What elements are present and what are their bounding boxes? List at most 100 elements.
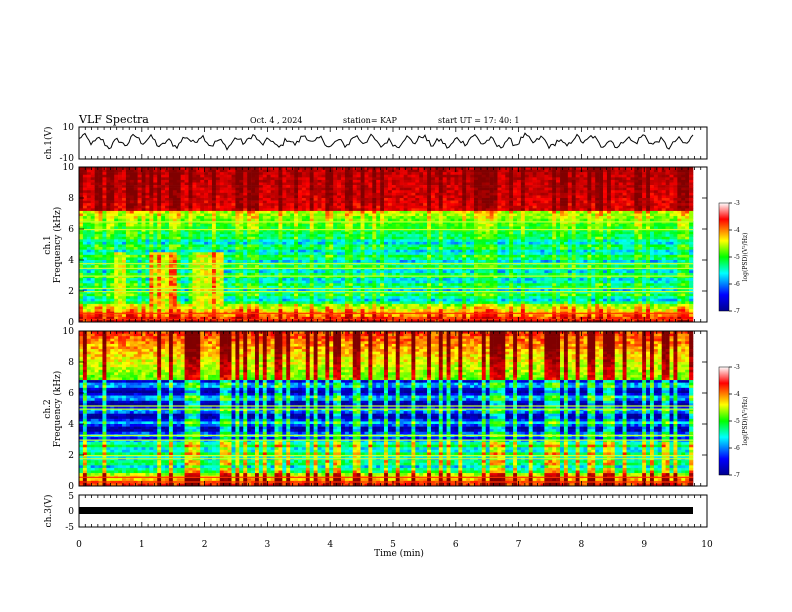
spectrogram-cell bbox=[270, 182, 275, 186]
spectrogram-cell bbox=[114, 229, 119, 232]
spectrogram-cell bbox=[122, 229, 127, 232]
spectrogram-cell bbox=[137, 190, 142, 194]
spectrogram-cell bbox=[341, 278, 346, 281]
spectrogram-cell bbox=[239, 179, 244, 183]
spectrogram-cell bbox=[168, 252, 174, 256]
spectrogram-cell bbox=[247, 280, 252, 284]
spectrogram-cell bbox=[231, 260, 236, 263]
spectrogram-cell bbox=[395, 303, 400, 307]
spectrogram-cell bbox=[184, 182, 189, 186]
spectrogram-cell bbox=[309, 288, 314, 292]
spectrogram-cell bbox=[360, 200, 365, 204]
spectrogram-cell bbox=[243, 234, 248, 238]
spectrogram-cell bbox=[305, 306, 311, 310]
spectrogram-cell bbox=[341, 267, 346, 271]
spectrogram-cell bbox=[129, 316, 135, 320]
spectrogram-cell bbox=[196, 283, 201, 287]
spectrogram-cell bbox=[251, 177, 256, 181]
spectrogram-cell bbox=[211, 210, 217, 214]
spectrogram-cell bbox=[262, 185, 268, 188]
spectrogram-cell bbox=[114, 231, 119, 235]
spectrogram-cell bbox=[145, 270, 150, 274]
spectrogram-cell bbox=[118, 265, 123, 269]
spectrogram-cell bbox=[341, 179, 346, 183]
spectrogram-cell bbox=[196, 210, 201, 214]
spectrogram-cell bbox=[309, 208, 314, 212]
spectrogram-cell bbox=[313, 244, 318, 248]
spectrogram-cell bbox=[364, 280, 369, 284]
spectrogram-cell bbox=[251, 293, 256, 297]
spectrogram-cell bbox=[118, 236, 123, 240]
spectrogram-cell bbox=[395, 231, 400, 235]
spectrogram-cell bbox=[219, 205, 224, 209]
spectrogram-cell bbox=[309, 293, 314, 297]
spectrogram-cell bbox=[215, 172, 221, 176]
spectrogram-cell bbox=[98, 174, 103, 178]
spectrogram-cell bbox=[165, 190, 170, 194]
spectrogram-cell bbox=[188, 293, 193, 297]
spectrogram-cell bbox=[145, 303, 150, 307]
spectrogram-cell bbox=[94, 293, 99, 297]
spectrogram-cell bbox=[184, 309, 189, 312]
spectrogram-cell bbox=[141, 239, 146, 243]
spectrogram-cell bbox=[294, 195, 299, 199]
spectrogram-cell bbox=[325, 216, 330, 219]
spectrogram-cell bbox=[317, 291, 322, 294]
spectrogram-cell bbox=[344, 275, 350, 279]
spectrogram-cell bbox=[247, 309, 252, 312]
spectrogram-cell bbox=[262, 283, 268, 287]
spectrogram-cell bbox=[114, 236, 119, 240]
spectrogram-cell bbox=[317, 172, 322, 176]
spectrogram-cell bbox=[110, 239, 115, 243]
spectrogram-cell bbox=[192, 226, 197, 230]
spectrogram-cell bbox=[368, 192, 373, 196]
spectrogram-cell bbox=[376, 296, 381, 300]
spectrogram-cell bbox=[110, 213, 115, 217]
spectrogram-cell bbox=[305, 208, 311, 212]
spectrogram-cell bbox=[106, 229, 111, 232]
spectrogram-cell bbox=[129, 236, 135, 240]
spectrogram-cell bbox=[141, 179, 146, 183]
spectrogram-cell bbox=[344, 280, 350, 284]
spectrogram-cell bbox=[247, 221, 252, 225]
spectrogram-cell bbox=[227, 192, 232, 196]
spectrogram-cell bbox=[79, 270, 84, 274]
spectrogram-cell bbox=[274, 283, 279, 287]
spectrogram-cell bbox=[196, 205, 201, 209]
spectrogram-cell bbox=[122, 283, 127, 287]
spectrogram-cell bbox=[309, 239, 314, 243]
spectrogram-cell bbox=[145, 210, 150, 214]
spectrogram-cell bbox=[387, 192, 393, 196]
spectrogram-cell bbox=[321, 190, 326, 194]
spectrogram-cell bbox=[360, 208, 365, 212]
spectrogram-cell bbox=[157, 239, 162, 243]
spectrogram-cell bbox=[106, 221, 111, 225]
spectrogram-cell bbox=[90, 221, 95, 225]
spectrogram-cell bbox=[118, 270, 123, 274]
spectrogram-cell bbox=[110, 182, 115, 186]
spectrogram-cell bbox=[321, 195, 326, 199]
spectrogram-cell bbox=[352, 221, 357, 225]
spectrogram-cell bbox=[278, 231, 283, 235]
spectrogram-cell bbox=[391, 272, 397, 276]
spectrogram-cell bbox=[168, 257, 174, 261]
spectrogram-cell bbox=[348, 179, 354, 183]
spectrogram-cell bbox=[317, 174, 322, 178]
spectrogram-cell bbox=[395, 288, 400, 292]
spectrogram-cell bbox=[258, 267, 264, 271]
spectrogram-cell bbox=[129, 244, 135, 248]
spectrogram-cell bbox=[356, 226, 361, 230]
spectrogram-cell bbox=[290, 309, 295, 312]
spectrogram-cell bbox=[188, 239, 193, 243]
spectrogram-cell bbox=[360, 205, 365, 209]
spectrogram-cell bbox=[188, 254, 193, 258]
spectrogram-cell bbox=[286, 210, 291, 214]
spectrogram-cell bbox=[364, 249, 369, 253]
spectrogram-cell bbox=[258, 179, 264, 183]
spectrogram-cell bbox=[79, 275, 84, 279]
spectrogram-cell bbox=[180, 270, 185, 274]
spectrogram-cell bbox=[337, 293, 342, 297]
spectrogram-cell bbox=[305, 309, 311, 312]
spectrogram-cell bbox=[391, 182, 397, 186]
spectrogram-cell bbox=[188, 185, 193, 188]
